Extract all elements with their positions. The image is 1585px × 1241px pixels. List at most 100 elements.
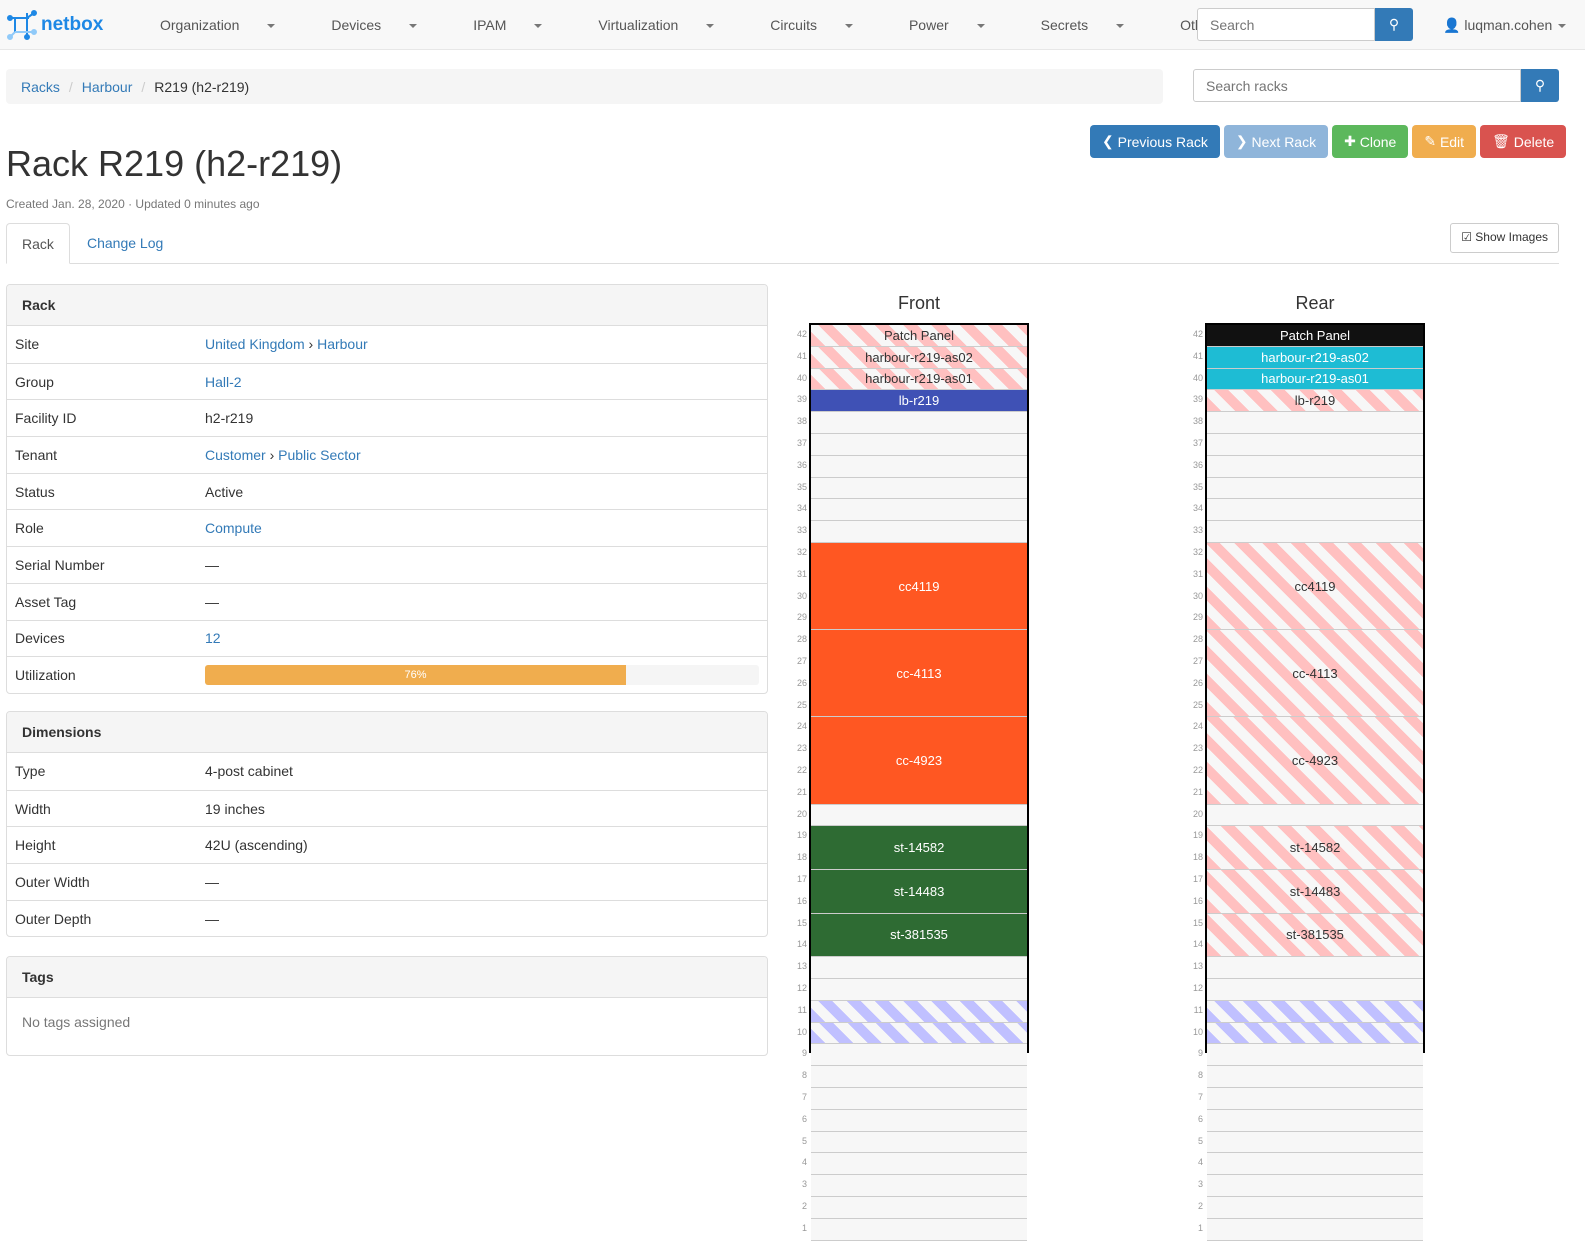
row-group: Group Hall-2 <box>7 362 767 400</box>
breadcrumb-harbour[interactable]: Harbour <box>81 78 133 95</box>
menu-organization[interactable]: Organization <box>146 17 289 33</box>
empty-slot[interactable] <box>811 477 1027 500</box>
device-st-14582[interactable]: st-14582 <box>811 826 1027 870</box>
empty-slot[interactable] <box>1207 1175 1423 1197</box>
value-link[interactable]: Customer <box>205 446 266 463</box>
empty-slot[interactable] <box>1207 1088 1423 1110</box>
reserved-slot[interactable] <box>1207 1022 1423 1045</box>
empty-slot[interactable] <box>1207 521 1423 543</box>
empty-slot[interactable] <box>1207 477 1423 500</box>
breadcrumb-racks[interactable]: Racks <box>21 78 60 95</box>
empty-slot[interactable] <box>811 804 1027 827</box>
unit-number: 36 <box>796 459 807 470</box>
empty-slot[interactable] <box>811 1044 1027 1067</box>
menu-circuits[interactable]: Circuits <box>756 17 867 33</box>
device-cc-4923[interactable]: cc-4923 <box>1207 717 1423 805</box>
value-link[interactable]: Public Sector <box>278 446 361 463</box>
empty-slot[interactable] <box>811 1197 1027 1219</box>
device-Patch Panel[interactable]: Patch Panel <box>1207 325 1423 347</box>
empty-slot[interactable] <box>1207 804 1423 827</box>
device-Patch Panel[interactable]: Patch Panel <box>811 325 1027 347</box>
empty-slot[interactable] <box>811 412 1027 434</box>
field-value: Hall-2 <box>205 374 242 390</box>
empty-slot[interactable] <box>811 1153 1027 1176</box>
empty-slot[interactable] <box>1207 957 1423 979</box>
device-harbour-r219-as01[interactable]: harbour-r219-as01 <box>1207 368 1423 391</box>
empty-slot[interactable] <box>811 957 1027 979</box>
field-value: 76% <box>205 665 759 686</box>
menu-devices[interactable]: Devices <box>317 17 431 33</box>
empty-slot[interactable] <box>1207 1218 1423 1241</box>
empty-slot[interactable] <box>1207 1153 1423 1176</box>
show-images-button[interactable]: ☑ Show Images <box>1450 223 1559 253</box>
empty-slot[interactable] <box>811 1218 1027 1241</box>
device-harbour-r219-as02[interactable]: harbour-r219-as02 <box>811 346 1027 369</box>
next-rack-button[interactable]: ❯ Next Rack <box>1223 125 1329 158</box>
device-harbour-r219-as02[interactable]: harbour-r219-as02 <box>1207 346 1423 369</box>
clone-button[interactable]: ✚ Clone <box>1332 125 1409 158</box>
empty-slot[interactable] <box>1207 455 1423 478</box>
reserved-slot[interactable] <box>811 1022 1027 1045</box>
device-harbour-r219-as01[interactable]: harbour-r219-as01 <box>811 368 1027 391</box>
empty-slot[interactable] <box>1207 1044 1423 1067</box>
device-cc4119[interactable]: cc4119 <box>811 543 1027 631</box>
device-cc-4113[interactable]: cc-4113 <box>1207 630 1423 718</box>
tab-change-log[interactable]: Change Log <box>87 235 164 251</box>
empty-slot[interactable] <box>811 1131 1027 1154</box>
menu-secrets[interactable]: Secrets <box>1027 17 1138 33</box>
empty-slot[interactable] <box>1207 499 1423 522</box>
device-st-14483[interactable]: st-14483 <box>1207 870 1423 914</box>
value-link[interactable]: Hall-2 <box>205 373 242 390</box>
unit-number: 24 <box>1192 721 1203 732</box>
device-st-14483[interactable]: st-14483 <box>811 870 1027 914</box>
device-cc4119[interactable]: cc4119 <box>1207 543 1423 631</box>
edit-button[interactable]: ✎ Edit <box>1412 125 1477 158</box>
empty-slot[interactable] <box>1207 412 1423 434</box>
empty-slot[interactable] <box>1207 1197 1423 1219</box>
nav-search-button[interactable]: ⚲ <box>1375 8 1413 41</box>
empty-slot[interactable] <box>1207 979 1423 1001</box>
device-cc-4113[interactable]: cc-4113 <box>811 630 1027 718</box>
value-link[interactable]: Compute <box>205 520 262 537</box>
empty-slot[interactable] <box>1207 434 1423 456</box>
empty-slot[interactable] <box>1207 1066 1423 1088</box>
user-menu[interactable]: 👤 luqman.cohen <box>1443 17 1567 34</box>
tab-rack[interactable]: Rack <box>6 223 70 264</box>
empty-slot[interactable] <box>811 1109 1027 1132</box>
user-icon: 👤 <box>1443 17 1461 33</box>
empty-slot[interactable] <box>811 521 1027 543</box>
field-label: Outer Depth <box>15 910 92 927</box>
empty-slot[interactable] <box>811 1066 1027 1088</box>
delete-button[interactable]: 🗑 Delete <box>1480 125 1567 158</box>
empty-slot[interactable] <box>811 434 1027 456</box>
device-st-14582[interactable]: st-14582 <box>1207 826 1423 870</box>
nav-search-input[interactable] <box>1197 8 1375 41</box>
value-link[interactable]: Harbour <box>317 336 368 353</box>
menu-virtualization[interactable]: Virtualization <box>584 17 728 33</box>
reserved-slot[interactable] <box>1207 1000 1423 1023</box>
unit-number: 21 <box>796 786 807 797</box>
device-lb-r219[interactable]: lb-r219 <box>1207 390 1423 413</box>
empty-slot[interactable] <box>811 1175 1027 1197</box>
empty-slot[interactable] <box>811 979 1027 1001</box>
value-link[interactable]: 12 <box>205 630 221 647</box>
empty-slot[interactable] <box>1207 1131 1423 1154</box>
empty-slot[interactable] <box>811 1088 1027 1110</box>
empty-slot[interactable] <box>811 499 1027 522</box>
empty-slot[interactable] <box>1207 1109 1423 1132</box>
netbox-logo[interactable]: netbox <box>7 9 132 40</box>
pencil-icon: ✎ <box>1424 133 1440 149</box>
menu-ipam[interactable]: IPAM <box>459 17 556 33</box>
device-st-381535[interactable]: st-381535 <box>1207 913 1423 958</box>
unit-number: 41 <box>1192 350 1203 361</box>
menu-power[interactable]: Power <box>895 17 999 33</box>
device-lb-r219[interactable]: lb-r219 <box>811 390 1027 413</box>
rack-search-button[interactable]: ⚲ <box>1521 69 1559 102</box>
reserved-slot[interactable] <box>811 1000 1027 1023</box>
rack-search-input[interactable] <box>1193 69 1521 102</box>
empty-slot[interactable] <box>811 455 1027 478</box>
previous-rack-button[interactable]: ❮ Previous Rack <box>1090 125 1220 158</box>
value-link[interactable]: United Kingdom <box>205 336 305 353</box>
device-st-381535[interactable]: st-381535 <box>811 913 1027 958</box>
device-cc-4923[interactable]: cc-4923 <box>811 717 1027 805</box>
